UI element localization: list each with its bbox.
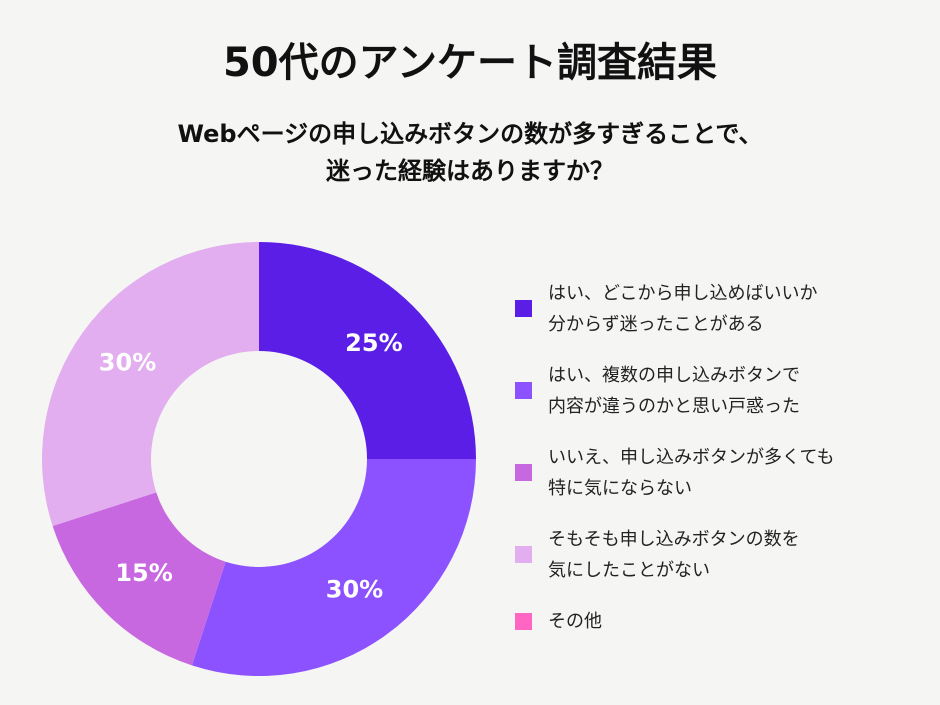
legend-item: はい、どこから申し込めばいいか 分からず迷ったことがある (512, 278, 932, 340)
data-label: 25% (345, 329, 402, 357)
legend-item: そもそも申し込みボタンの数を 気にしたことがない (512, 524, 932, 586)
chart-subtitle: Webページの申し込みボタンの数が多すぎることで、 迷った経験はありますか？ (177, 120, 763, 185)
donut-slice (191, 459, 477, 676)
chart-title: 50代のアンケート調査結果 (222, 40, 718, 86)
legend-swatch (515, 382, 532, 399)
legend-label: その他 (548, 611, 602, 632)
legend-label: そもそも申し込みボタンの数を 気にしたことがない (548, 529, 800, 581)
legend-label: はい、どこから申し込めばいいか 分からず迷ったことがある (548, 283, 818, 335)
legend-swatch (515, 464, 532, 481)
legend-item: はい、複数の申し込みボタンで 内容が違うのかと思い戸惑った (512, 360, 932, 422)
legend-label: いいえ、申し込みボタンが多くても 特に気にならない (548, 447, 835, 499)
legend-label: はい、複数の申し込みボタンで 内容が違うのかと思い戸惑った (548, 365, 800, 417)
donut-slice (52, 492, 226, 666)
data-label: 30% (326, 575, 383, 603)
donut-slice (259, 242, 476, 459)
donut-slice (41, 241, 259, 527)
legend-swatch (515, 546, 532, 563)
legend-item: その他 (512, 606, 932, 637)
legend-swatch (515, 300, 532, 317)
legend-swatch (515, 613, 532, 630)
data-label: 30% (99, 348, 156, 376)
legend-item: いいえ、申し込みボタンが多くても 特に気にならない (512, 442, 932, 504)
data-label: 15% (115, 559, 172, 587)
legend: はい、どこから申し込めばいいか 分からず迷ったことがある はい、複数の申し込みボタ… (512, 278, 932, 657)
